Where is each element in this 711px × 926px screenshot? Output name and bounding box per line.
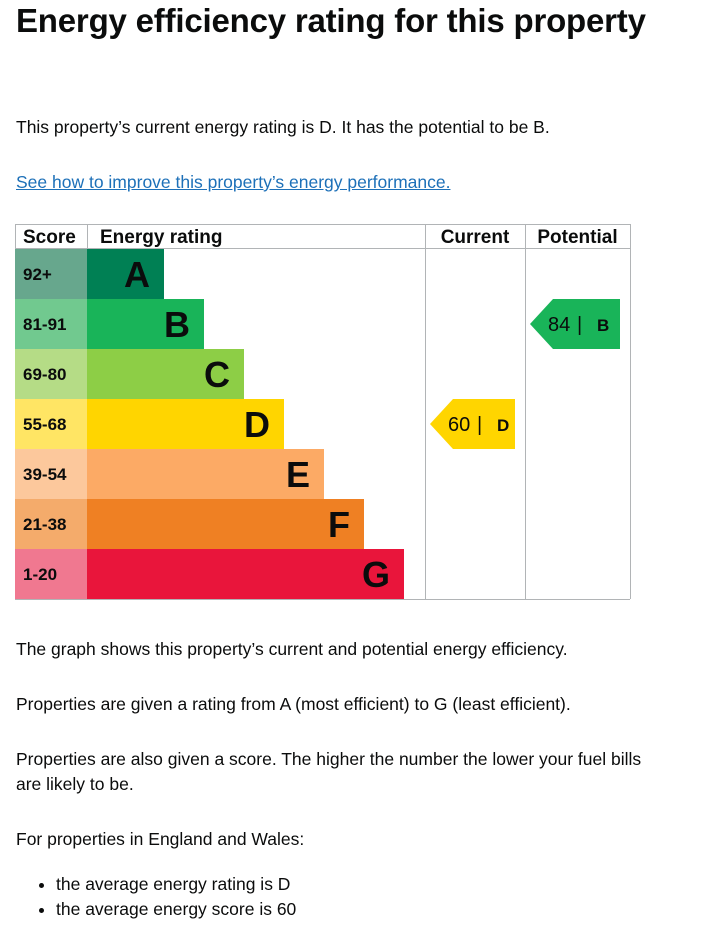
score-description: Properties are also given a score. The h… [16, 749, 642, 794]
average-rating-item: the average energy rating is D [56, 872, 296, 897]
score-cell-c [15, 349, 87, 399]
rating-bar-c [87, 349, 244, 399]
score-cell-e [15, 449, 87, 499]
rating-bar-a [87, 249, 164, 299]
column-header-potential: Potential [537, 227, 617, 248]
improve-performance-link[interactable]: See how to improve this property’s energ… [16, 172, 451, 192]
column-header-score: Score [23, 227, 76, 248]
score-cell-f [15, 499, 87, 549]
rating-letter-c: C [204, 354, 230, 395]
score-cell-b [15, 299, 87, 349]
score-label-b: 81-91 [23, 315, 66, 334]
score-label-g: 1-20 [23, 565, 57, 584]
graph-description: The graph shows this property’s current … [16, 639, 568, 659]
rating-range-description: Properties are given a rating from A (mo… [16, 694, 571, 714]
current-score-value: 60 [448, 414, 470, 436]
rating-letter-f: F [328, 504, 350, 545]
rating-bar-d [87, 399, 284, 449]
average-score-item: the average energy score is 60 [56, 897, 296, 922]
potential-score-value: 84 [548, 314, 570, 336]
score-label-e: 39-54 [23, 465, 67, 484]
score-label-d: 55-68 [23, 415, 66, 434]
rating-letter-g: G [362, 554, 390, 595]
current-separator: | [477, 414, 482, 436]
score-cell-g [15, 549, 87, 599]
rating-letter-b: B [164, 304, 190, 345]
score-cell-a [15, 249, 87, 299]
score-label-c: 69-80 [23, 365, 66, 384]
rating-bar-f [87, 499, 364, 549]
current-band-letter: D [497, 416, 509, 435]
rating-letter-e: E [286, 454, 310, 495]
current-rating-summary: This property’s current energy rating is… [16, 117, 550, 137]
rating-bar-e [87, 449, 324, 499]
potential-separator: | [577, 314, 582, 336]
potential-rating-arrow [530, 299, 620, 349]
averages-list: the average energy rating is D the avera… [16, 872, 296, 922]
page-title: Energy efficiency rating for this proper… [16, 2, 646, 39]
rating-letter-a: A [124, 254, 150, 295]
current-rating-arrow [430, 399, 515, 449]
column-header-energy-rating: Energy rating [100, 227, 222, 248]
column-header-current: Current [441, 227, 510, 248]
energy-rating-chart: Score Energy rating Current Potential 92+ A 81… [15, 224, 631, 600]
rating-bar-g [87, 549, 404, 599]
score-label-a: 92+ [23, 265, 52, 284]
score-cell-d [15, 399, 87, 449]
improve-link-wrapper: See how to improve this property’s energ… [16, 170, 656, 195]
england-wales-heading: For properties in England and Wales: [16, 829, 305, 849]
rating-letter-d: D [244, 404, 270, 445]
score-label-f: 21-38 [23, 515, 66, 534]
potential-band-letter: B [597, 316, 609, 335]
rating-bar-b [87, 299, 204, 349]
